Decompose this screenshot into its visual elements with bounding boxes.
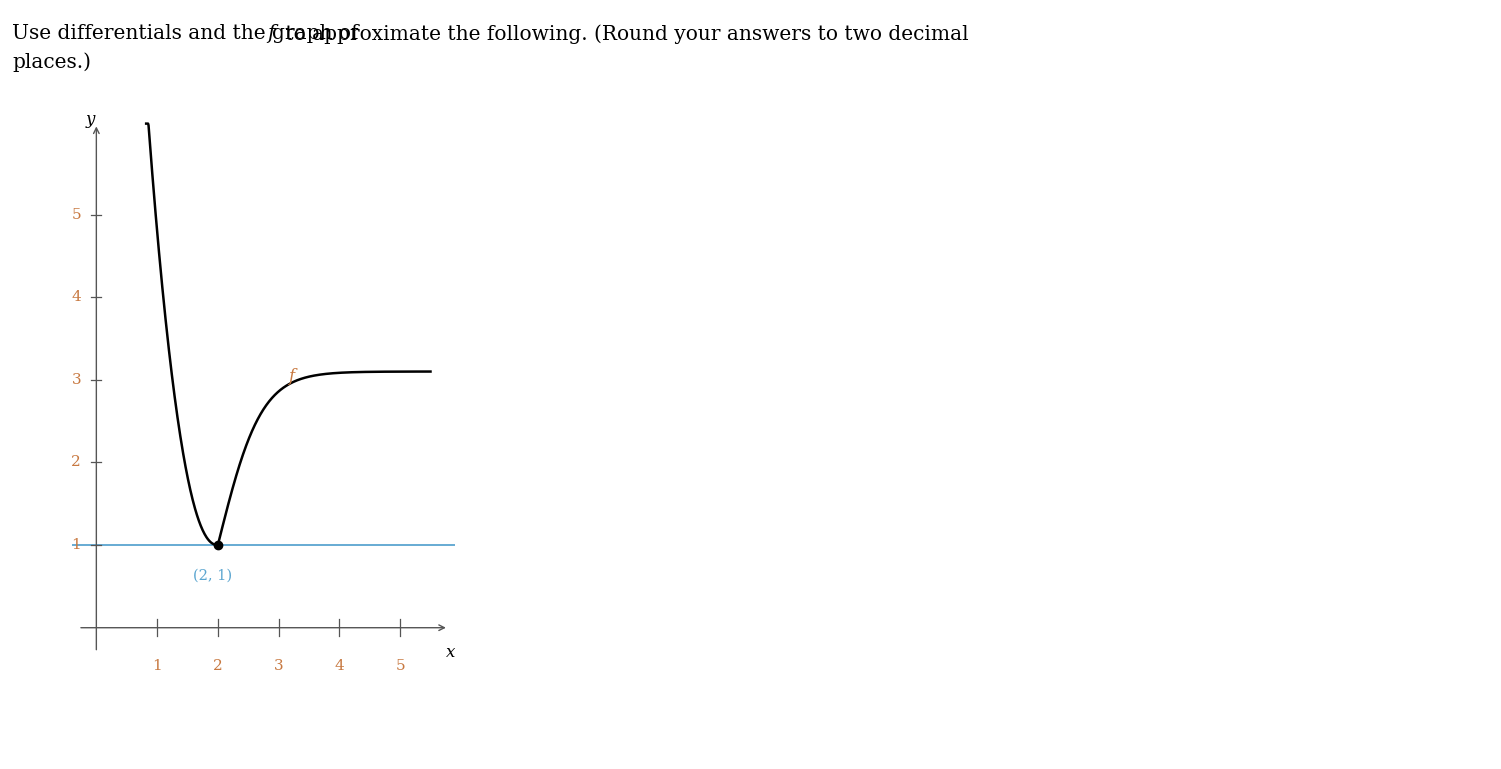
- Text: 4: 4: [72, 290, 81, 305]
- Text: (a): (a): [95, 542, 122, 560]
- Text: 4: 4: [335, 659, 344, 673]
- Bar: [288, 613, 443, 649]
- Text: 3: 3: [72, 373, 81, 387]
- Text: f(: f(: [176, 542, 189, 560]
- Text: 2: 2: [213, 659, 222, 673]
- Bar: [278, 533, 432, 569]
- Text: 2.07: 2.07: [197, 622, 240, 640]
- Text: Use differentials and the graph of: Use differentials and the graph of: [12, 24, 365, 43]
- Text: to approximate the following. (Round your answers to two decimal: to approximate the following. (Round you…: [279, 24, 968, 44]
- Text: 2: 2: [72, 455, 81, 469]
- Text: ) ≈: ) ≈: [236, 542, 266, 560]
- Text: x: x: [446, 644, 455, 661]
- Text: 1: 1: [72, 538, 81, 552]
- Text: y: y: [86, 111, 95, 128]
- Text: f(: f(: [176, 622, 189, 640]
- Text: ) ≈: ) ≈: [246, 622, 276, 640]
- Text: f: f: [288, 368, 294, 385]
- Text: 1.7: 1.7: [197, 542, 228, 560]
- Text: (b): (b): [95, 622, 123, 640]
- Text: places.): places.): [12, 52, 92, 72]
- Text: 3: 3: [273, 659, 284, 673]
- Text: 5: 5: [72, 208, 81, 221]
- Text: f: f: [267, 24, 275, 43]
- Text: (2, 1): (2, 1): [194, 569, 233, 583]
- Text: 1: 1: [152, 659, 162, 673]
- Text: 5: 5: [395, 659, 405, 673]
